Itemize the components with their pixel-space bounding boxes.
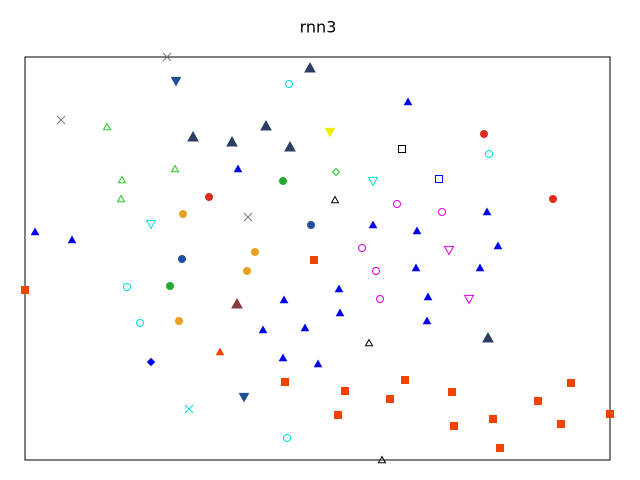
- point: [243, 212, 253, 222]
- point: [117, 175, 127, 184]
- point: [233, 164, 243, 173]
- point: [166, 282, 174, 290]
- point: [284, 140, 296, 152]
- point: [178, 255, 186, 263]
- point: [334, 284, 344, 293]
- point: [485, 150, 493, 158]
- point: [482, 331, 494, 343]
- point: [260, 119, 272, 131]
- chart-title: rnn3: [300, 18, 337, 37]
- point: [368, 220, 378, 229]
- point: [285, 80, 293, 88]
- point: [184, 404, 194, 414]
- point: [281, 378, 289, 386]
- point: [30, 227, 40, 236]
- point: [606, 410, 614, 418]
- point: [335, 308, 345, 317]
- point: [251, 248, 259, 256]
- point: [307, 221, 315, 229]
- point: [330, 195, 340, 204]
- point: [358, 244, 366, 252]
- point: [56, 115, 66, 125]
- point: [243, 267, 251, 275]
- point: [549, 195, 557, 203]
- point: [304, 61, 316, 73]
- point: [422, 316, 432, 325]
- point: [145, 219, 157, 230]
- point: [438, 208, 446, 216]
- point: [279, 295, 289, 304]
- point: [534, 397, 542, 405]
- point: [67, 235, 77, 244]
- point: [205, 193, 213, 201]
- point: [557, 420, 565, 428]
- point: [283, 434, 291, 442]
- point: [480, 130, 488, 138]
- point: [175, 317, 183, 325]
- point: [364, 338, 374, 347]
- point: [463, 294, 475, 305]
- point: [386, 395, 394, 403]
- point: [372, 267, 380, 275]
- point: [123, 283, 131, 291]
- point: [331, 167, 341, 177]
- point: [448, 388, 456, 396]
- point: [300, 323, 310, 332]
- point: [377, 455, 387, 464]
- point: [102, 122, 112, 131]
- point: [324, 127, 336, 138]
- point: [310, 256, 318, 264]
- point: [278, 353, 288, 362]
- point: [423, 292, 433, 301]
- point: [403, 97, 413, 106]
- point: [313, 359, 323, 368]
- point: [412, 226, 422, 235]
- point: [496, 444, 504, 452]
- point: [489, 415, 497, 423]
- point: [341, 387, 349, 395]
- point: [334, 411, 342, 419]
- point: [179, 210, 187, 218]
- point: [376, 295, 384, 303]
- point: [450, 422, 458, 430]
- point: [226, 135, 238, 147]
- plot-frame: [24, 56, 611, 461]
- point: [567, 379, 575, 387]
- point: [187, 130, 199, 142]
- point: [279, 177, 287, 185]
- point: [411, 263, 421, 272]
- point: [21, 286, 29, 294]
- point: [162, 52, 172, 62]
- point: [231, 297, 243, 309]
- point: [136, 319, 144, 327]
- point: [116, 194, 126, 203]
- point: [435, 175, 443, 183]
- point: [475, 263, 485, 272]
- point: [401, 376, 409, 384]
- point: [170, 164, 180, 173]
- point: [398, 145, 406, 153]
- point: [215, 347, 225, 356]
- point: [482, 207, 492, 216]
- point: [393, 200, 401, 208]
- point: [170, 76, 182, 87]
- point: [367, 176, 379, 187]
- point: [146, 357, 156, 367]
- point: [493, 241, 503, 250]
- point: [443, 245, 455, 256]
- point: [258, 325, 268, 334]
- point: [238, 392, 250, 403]
